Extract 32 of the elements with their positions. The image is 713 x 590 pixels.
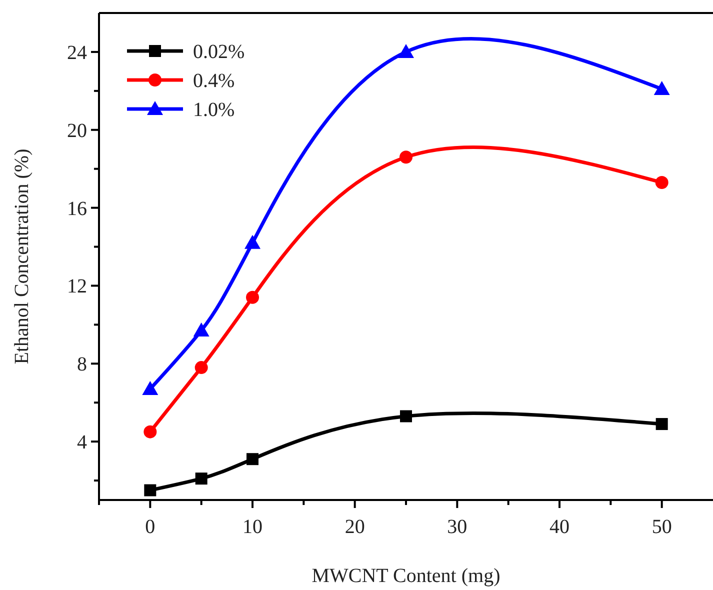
y-tick-label: 4 (77, 432, 87, 454)
y-tick-label: 8 (77, 354, 87, 376)
point (654, 80, 670, 95)
x-tick-label: 20 (344, 516, 365, 538)
x-tick-label: 10 (242, 516, 262, 538)
point (246, 290, 259, 304)
y-tick-label: 16 (67, 198, 87, 220)
y-tick-label: 20 (67, 120, 87, 142)
legend-label: 0.4% (193, 70, 235, 92)
x-tick-label: 50 (652, 516, 672, 538)
point (400, 150, 412, 164)
point (656, 418, 668, 430)
point (244, 234, 260, 249)
legend-label: 0.02% (193, 41, 245, 63)
point (193, 322, 210, 337)
legend-label: 1.0% (193, 99, 235, 121)
point (194, 361, 208, 374)
y-tick-label: 12 (67, 276, 87, 298)
point (398, 44, 414, 58)
x-tick-label: 40 (550, 516, 570, 538)
x-axis-title: MWCNT Content (mg) (312, 565, 500, 587)
point (195, 472, 208, 485)
point (142, 380, 158, 395)
point (655, 176, 668, 189)
point (246, 453, 258, 466)
point (400, 410, 412, 422)
x-tick-label: 0 (145, 516, 156, 538)
point (144, 425, 157, 438)
x-tick-label: 30 (447, 516, 468, 538)
y-axis-title: Ethanol Concentration (%) (11, 148, 33, 364)
y-tick-label: 24 (67, 42, 87, 64)
point (144, 484, 156, 496)
